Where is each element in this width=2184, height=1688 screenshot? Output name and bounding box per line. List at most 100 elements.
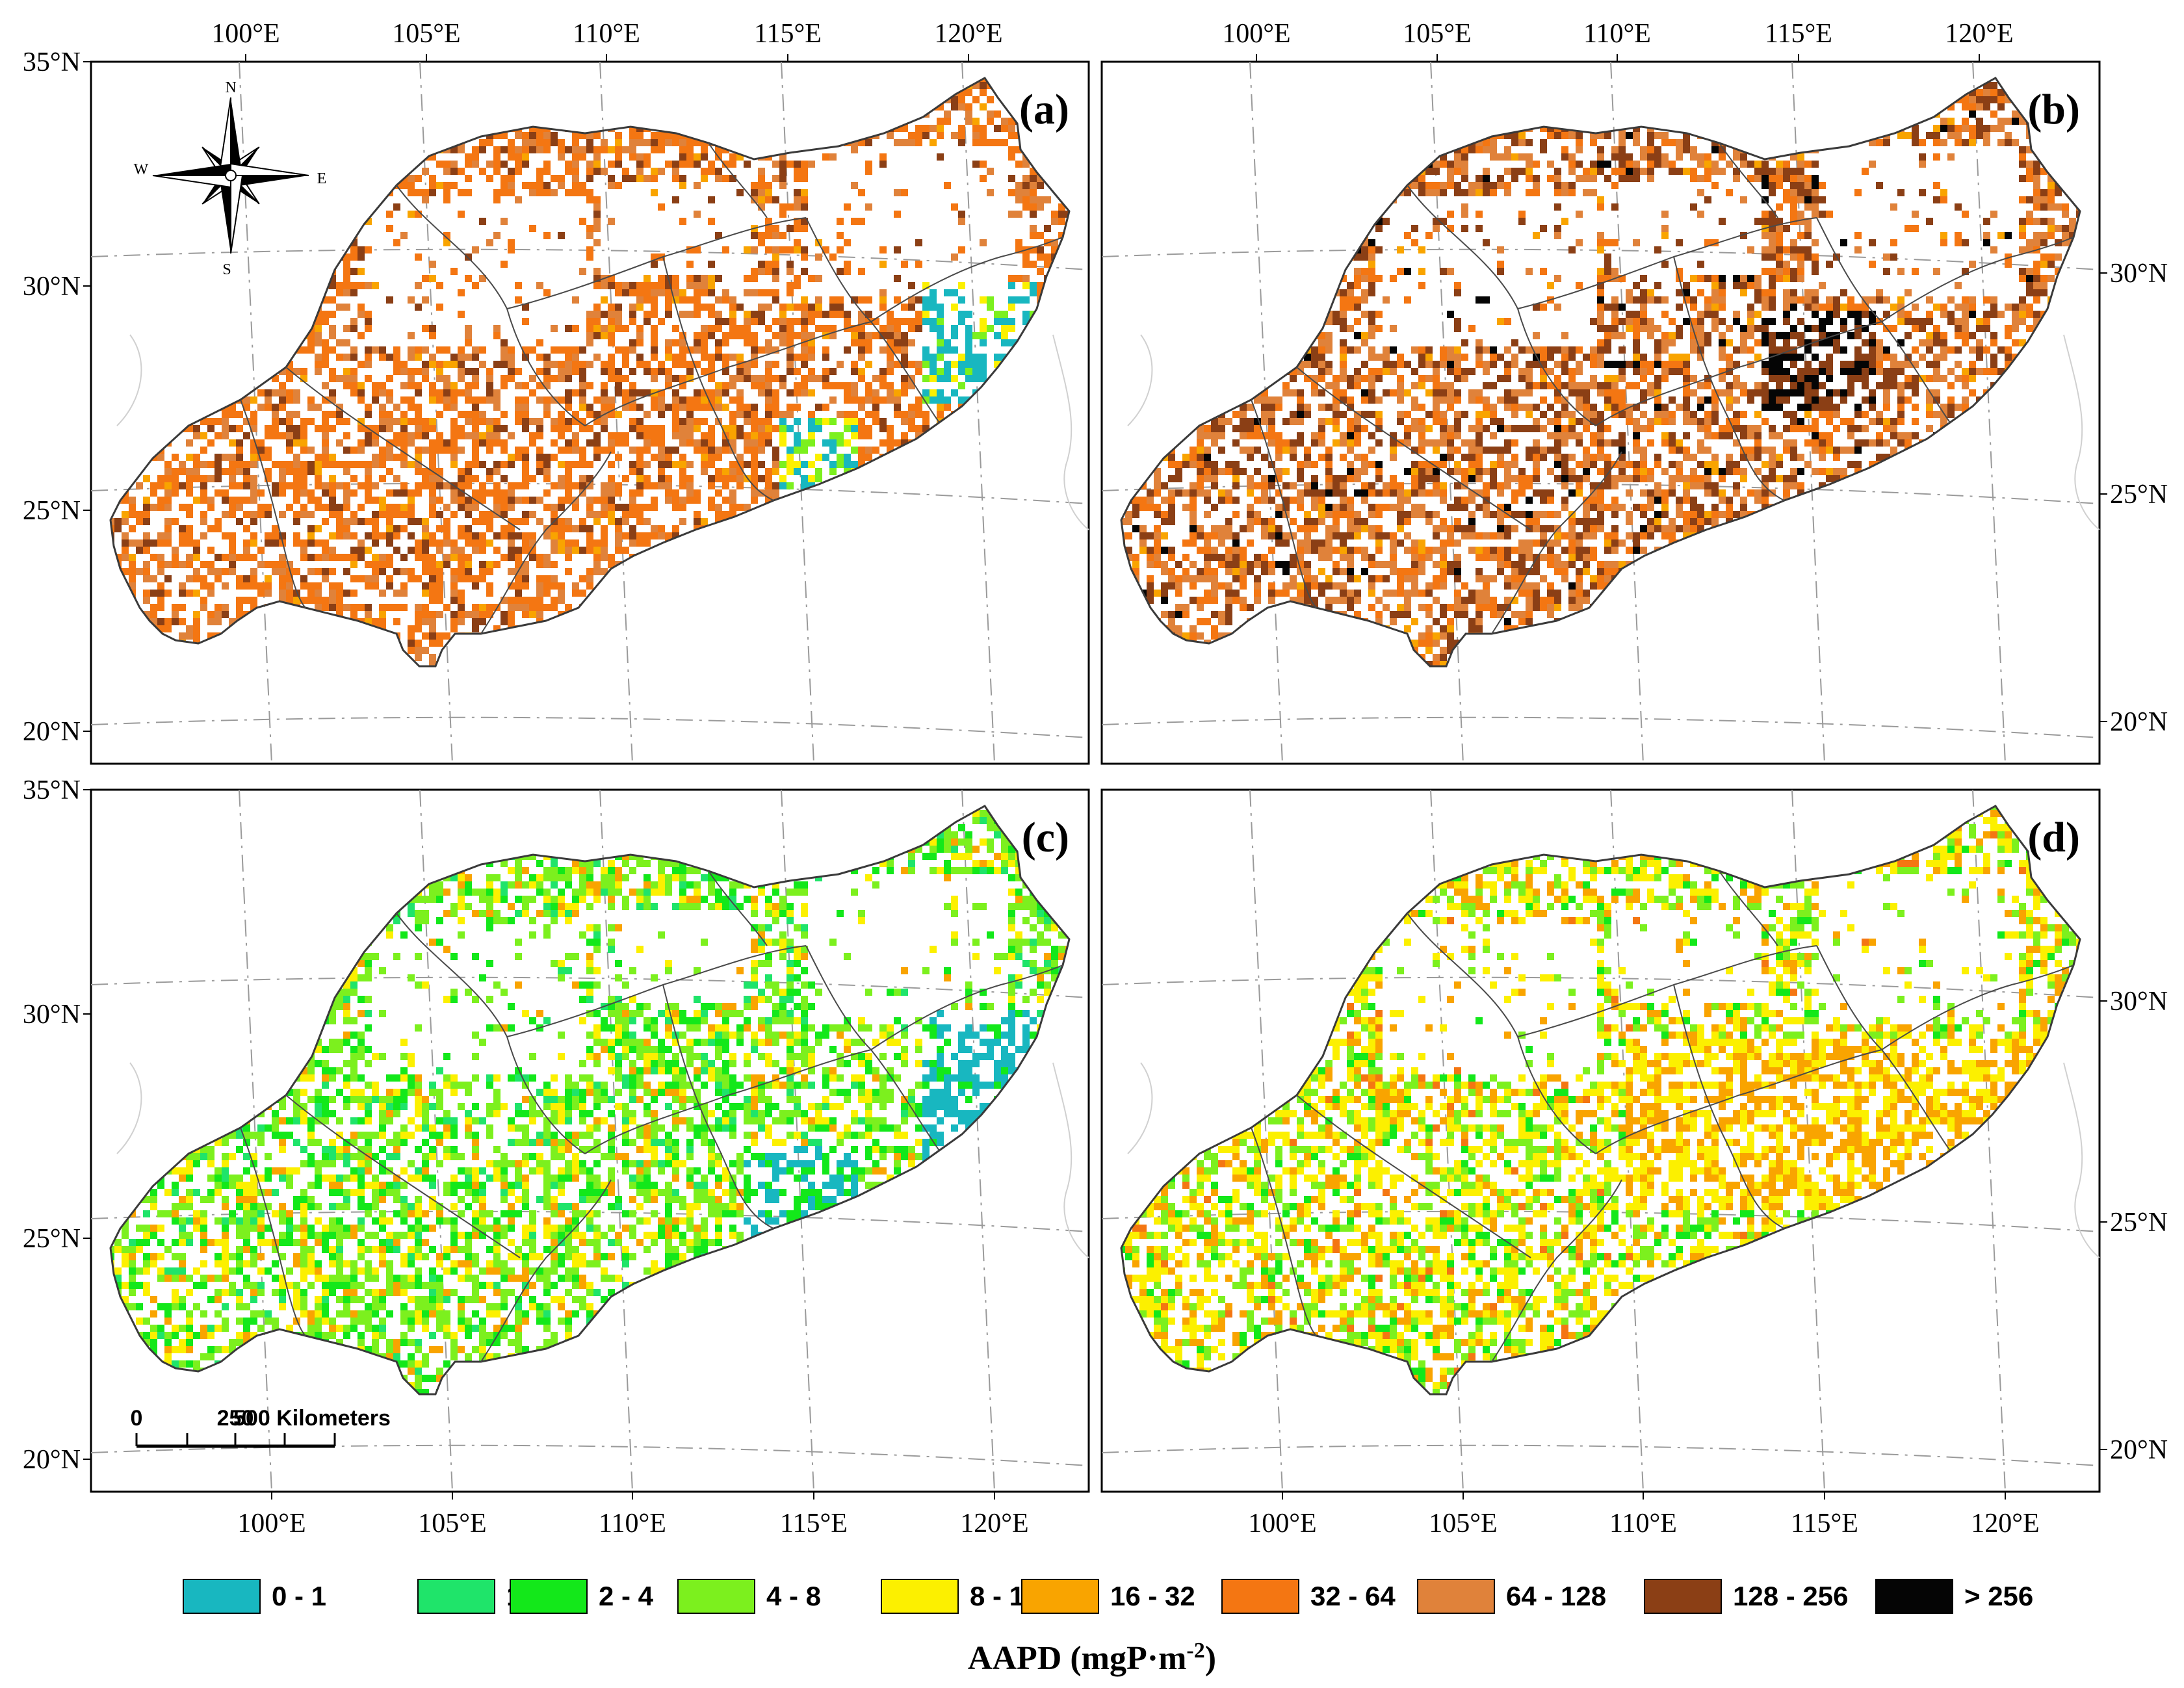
raster-cell (586, 425, 593, 432)
raster-cell (493, 161, 500, 168)
raster-cell (629, 132, 636, 139)
raster-cell (472, 447, 479, 454)
raster-cell (336, 339, 343, 346)
raster-cell (1022, 261, 1030, 268)
raster-cell (193, 568, 200, 575)
raster-cell (429, 332, 436, 339)
raster-cell (794, 246, 801, 253)
raster-cell (429, 454, 436, 461)
raster-cell (579, 404, 586, 411)
raster-cell (887, 361, 894, 368)
raster-cell (808, 354, 815, 361)
raster-cell (651, 525, 658, 532)
raster-cell (250, 497, 257, 504)
raster-cell (500, 346, 508, 354)
raster-cell (558, 590, 565, 597)
raster-cell (522, 318, 529, 325)
raster-cell (508, 454, 515, 461)
raster-cell (200, 418, 207, 425)
raster-cell (279, 468, 286, 475)
raster-cell (879, 375, 887, 382)
raster-cell (636, 132, 644, 139)
raster-cell (543, 590, 551, 597)
raster-cell (250, 447, 257, 454)
raster-cell (393, 361, 400, 368)
raster-cell (922, 132, 930, 139)
raster-cell (879, 332, 887, 339)
raster-cell (972, 332, 980, 339)
raster-cell (1022, 189, 1030, 196)
raster-cell (636, 282, 644, 289)
raster-cell (322, 568, 329, 575)
raster-cell (794, 404, 801, 411)
raster-cell (715, 296, 722, 304)
raster-cell (350, 389, 358, 396)
raster-cell (229, 511, 236, 518)
raster-cell (408, 439, 415, 447)
raster-cell (500, 447, 508, 454)
raster-cell (879, 325, 887, 332)
raster-cell (672, 497, 679, 504)
raster-cell (644, 139, 651, 146)
raster-cell (272, 532, 279, 539)
raster-cell (980, 125, 987, 132)
raster-cell (436, 396, 443, 404)
raster-cell (250, 575, 257, 582)
raster-cell (329, 554, 336, 561)
raster-cell (908, 411, 915, 418)
raster-cell (729, 175, 736, 182)
raster-cell (887, 311, 894, 318)
raster-cell (336, 554, 343, 561)
raster-cell (558, 497, 565, 504)
raster-cell (422, 275, 429, 282)
raster-cell (443, 539, 450, 547)
raster-cell (622, 532, 629, 539)
raster-cell (915, 318, 922, 325)
raster-cell (236, 454, 243, 461)
raster-cell (515, 382, 522, 389)
raster-cell (922, 125, 930, 132)
raster-cell (1051, 246, 1058, 253)
raster-cell (651, 396, 658, 404)
raster-cell (508, 368, 515, 375)
raster-cell (922, 354, 930, 361)
raster-cell (508, 189, 515, 196)
raster-cell (358, 504, 365, 511)
raster-cell (579, 525, 586, 532)
raster-cell (937, 132, 944, 139)
raster-cell (272, 418, 279, 425)
raster-cell (972, 161, 980, 168)
raster-cell (157, 497, 164, 504)
raster-cell (336, 418, 343, 425)
raster-cell (450, 146, 458, 153)
raster-cell (1022, 275, 1030, 282)
raster-cell (608, 146, 615, 153)
raster-cell (329, 489, 336, 497)
raster-cell (386, 396, 393, 404)
raster-cell (786, 161, 794, 168)
raster-cell (772, 346, 779, 354)
raster-cell (551, 361, 558, 368)
raster-cell (400, 411, 408, 418)
raster-cell (994, 110, 1001, 118)
raster-cell (429, 275, 436, 282)
raster-cell (129, 511, 136, 518)
raster-cell (701, 518, 708, 525)
raster-cell (450, 168, 458, 175)
raster-cell (629, 468, 636, 475)
raster-cell (586, 525, 593, 532)
raster-cell (529, 182, 536, 189)
raster-cell (257, 439, 265, 447)
raster-cell (786, 289, 794, 296)
raster-cell (164, 482, 172, 489)
raster-cell (615, 411, 622, 418)
raster-cell (493, 497, 500, 504)
raster-cell (715, 511, 722, 518)
raster-cell (672, 375, 679, 382)
raster-cell (422, 425, 429, 432)
raster-cell (665, 304, 672, 311)
raster-cell (386, 418, 393, 425)
raster-cell (343, 432, 350, 439)
raster-cell (837, 461, 844, 468)
raster-cell (715, 275, 722, 282)
